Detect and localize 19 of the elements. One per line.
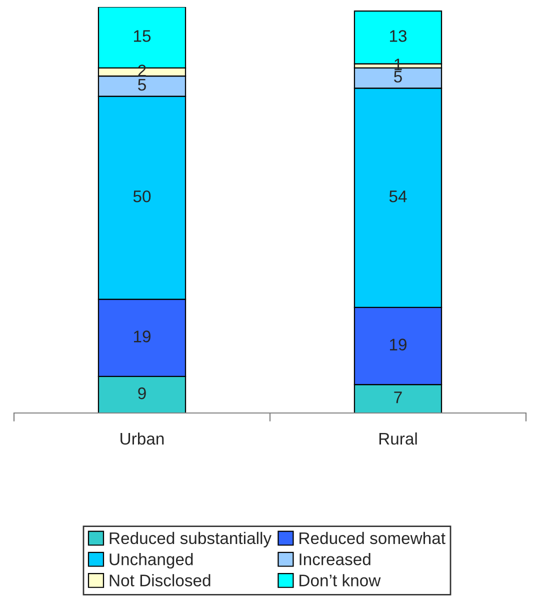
legend-label: Don’t know — [300, 574, 381, 586]
data-label: 1 — [394, 58, 402, 70]
legend-label: Reduced somewhat — [300, 532, 446, 544]
data-label: 54 — [389, 190, 407, 202]
data-label: 15 — [134, 30, 151, 42]
data-label: 50 — [133, 190, 151, 202]
data-label: 7 — [394, 392, 402, 404]
legend-label: Increased — [300, 553, 370, 566]
data-label: 19 — [134, 330, 150, 342]
legend-label: Not Disclosed — [110, 574, 210, 586]
legend-label: Reduced substantially — [110, 532, 272, 548]
data-label: 5 — [394, 70, 402, 83]
data-label: 19 — [390, 338, 406, 350]
x-tick-label: Urban — [120, 432, 164, 445]
data-label: 9 — [138, 387, 146, 400]
data-label: 5 — [138, 79, 146, 91]
legend-label: Unchanged — [110, 553, 193, 569]
data-label: 13 — [390, 30, 407, 42]
x-tick-label: Rural — [379, 432, 417, 445]
